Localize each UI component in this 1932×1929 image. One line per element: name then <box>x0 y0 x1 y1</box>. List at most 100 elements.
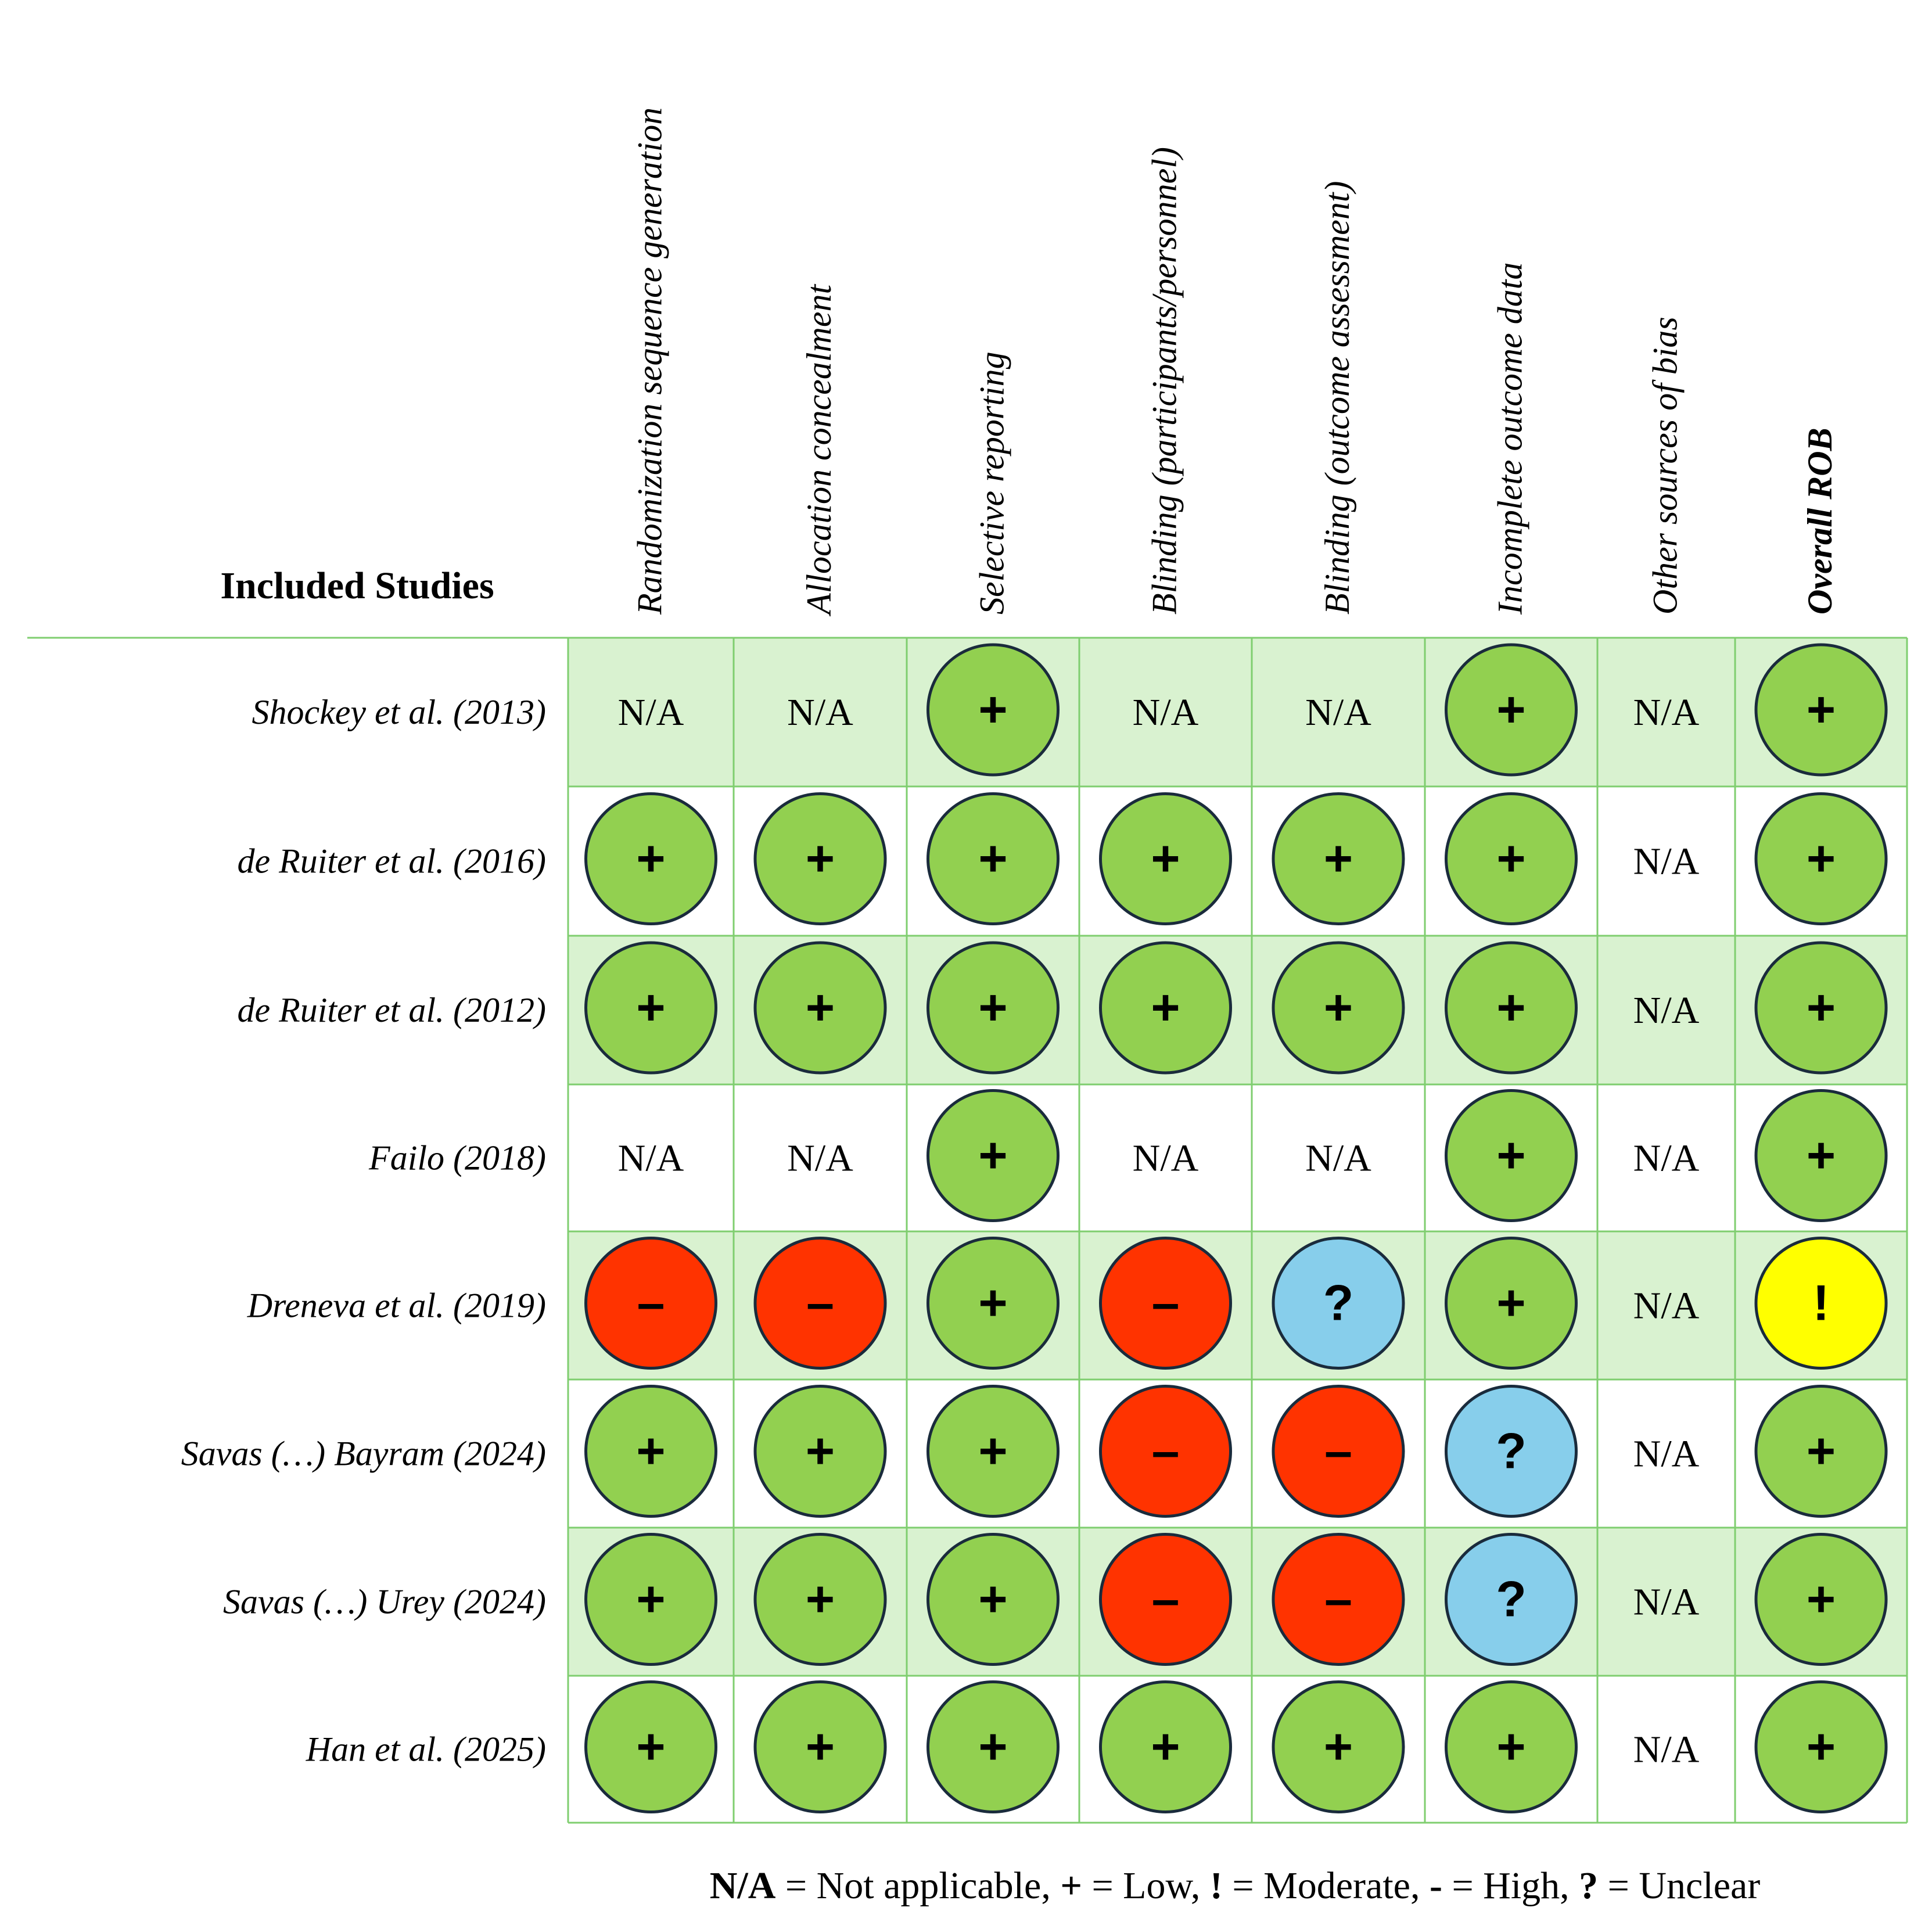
rating-symbol: + <box>1807 682 1836 738</box>
rating-symbol: + <box>978 1424 1007 1479</box>
legend-moderate-key: ! <box>1210 1865 1223 1907</box>
study-label: Shockey et al. (2013) <box>252 693 546 731</box>
rating-symbol: + <box>1496 1128 1525 1184</box>
low-risk-circle <box>927 643 1060 777</box>
na-rating: N/A <box>1633 1433 1700 1475</box>
low-risk-circle <box>927 792 1060 925</box>
rating-symbol: – <box>1152 1276 1180 1331</box>
legend: N/A = Not applicable, + = Low, ! = Moder… <box>710 1865 1761 1907</box>
rating-symbol: + <box>1324 1719 1353 1775</box>
rating-symbol: + <box>636 1572 665 1628</box>
low-risk-circle <box>1445 1680 1578 1813</box>
rating-symbol: + <box>1151 980 1180 1036</box>
na-rating: N/A <box>1133 1137 1199 1180</box>
study-labels: Shockey et al. (2013) de Ruiter et al. (2… <box>181 693 546 1769</box>
low-risk-circle <box>753 1680 887 1813</box>
rating-symbol: + <box>1496 980 1525 1036</box>
rating-symbol: + <box>636 1424 665 1479</box>
legend-high-text: = High, <box>1442 1865 1579 1907</box>
low-risk-circle <box>753 792 887 925</box>
study-label: de Ruiter et al. (2016) <box>237 842 546 881</box>
domain-header: Blinding (outcome assessment) <box>1318 181 1356 615</box>
rating-symbol: – <box>1324 1424 1352 1479</box>
rating-symbol: ! <box>1813 1276 1830 1331</box>
rating-symbol: – <box>1324 1572 1352 1628</box>
study-label: Han et al. (2025) <box>306 1730 546 1769</box>
na-rating: N/A <box>1633 1137 1700 1180</box>
study-label: Savas (…) Urey (2024) <box>223 1583 546 1621</box>
na-rating: N/A <box>1633 691 1700 734</box>
low-risk-circle <box>1272 792 1405 925</box>
row-bands <box>568 638 1907 1676</box>
legend-unclear-text: = Unclear <box>1598 1865 1760 1907</box>
rating-symbol: ? <box>1496 1572 1527 1628</box>
na-rating: N/A <box>1633 1581 1700 1623</box>
unclear-risk-circle <box>1445 1533 1578 1666</box>
rating-symbol: + <box>806 1424 835 1479</box>
low-risk-circle <box>584 792 717 925</box>
na-rating: N/A <box>1633 989 1700 1032</box>
high-risk-circle <box>1272 1385 1405 1518</box>
high-risk-circle <box>1099 1237 1232 1370</box>
rating-symbol: + <box>806 831 835 887</box>
domain-header: Overall ROB <box>1801 428 1839 615</box>
na-rating: N/A <box>1633 1285 1700 1327</box>
na-rating: N/A <box>618 691 684 734</box>
low-risk-circle <box>753 1533 887 1666</box>
low-risk-circle <box>927 1089 1060 1222</box>
low-risk-circle <box>927 1680 1060 1813</box>
low-risk-circle <box>1754 643 1888 777</box>
low-risk-circle <box>1099 941 1232 1075</box>
rating-symbol: + <box>806 980 835 1036</box>
unclear-risk-circle <box>1445 1385 1578 1518</box>
rating-symbol: + <box>806 1719 835 1775</box>
domain-header: Allocation concealment <box>800 284 838 617</box>
study-label: Dreneva et al. (2019) <box>247 1287 546 1325</box>
na-rating: N/A <box>1133 691 1199 734</box>
rating-symbol: + <box>978 1719 1007 1775</box>
low-risk-circle <box>584 1385 717 1518</box>
rating-symbol: + <box>1324 980 1353 1036</box>
rating-symbol: + <box>806 1572 835 1628</box>
rating-symbol: + <box>1807 1572 1836 1628</box>
low-risk-circle <box>927 941 1060 1075</box>
low-risk-circle <box>1445 941 1578 1075</box>
column-headers: Randomization sequence generation Allocat… <box>631 107 1840 617</box>
na-rating: N/A <box>1633 840 1700 883</box>
low-risk-circle <box>584 1533 717 1666</box>
rating-symbol: + <box>1807 831 1836 887</box>
low-risk-circle <box>584 1680 717 1813</box>
high-risk-circle <box>1099 1385 1232 1518</box>
domain-header: Randomization sequence generation <box>631 107 669 615</box>
rating-symbol: + <box>1151 1719 1180 1775</box>
low-risk-circle <box>1754 1680 1888 1813</box>
rating-symbol: + <box>1807 1719 1836 1775</box>
rating-symbol: + <box>978 1276 1007 1331</box>
rating-symbol: + <box>636 1719 665 1775</box>
domain-header: Other sources of bias <box>1646 317 1685 615</box>
low-risk-circle <box>1272 1680 1405 1813</box>
rating-symbol: – <box>1152 1424 1180 1479</box>
na-rating: N/A <box>1305 1137 1371 1180</box>
included-studies-heading: Included Studies <box>220 565 494 607</box>
low-risk-circle <box>1445 643 1578 777</box>
legend-unclear-key: ? <box>1579 1865 1598 1907</box>
moderate-risk-circle <box>1754 1237 1888 1370</box>
na-rating: N/A <box>787 1137 853 1180</box>
rating-symbol: + <box>1324 831 1353 887</box>
low-risk-circle <box>1754 941 1888 1075</box>
rating-symbol: – <box>1152 1572 1180 1628</box>
high-risk-circle <box>584 1237 717 1370</box>
low-risk-circle <box>1099 1680 1232 1813</box>
rating-symbol: + <box>978 980 1007 1036</box>
low-risk-circle <box>1445 1237 1578 1370</box>
domain-header: Incomplete outcome data <box>1491 263 1529 615</box>
row-band <box>568 638 1907 786</box>
high-risk-circle <box>1272 1533 1405 1666</box>
low-risk-circle <box>753 1385 887 1518</box>
rating-symbol: + <box>636 980 665 1036</box>
rating-symbol: – <box>637 1276 665 1331</box>
legend-low-text: = Low, <box>1082 1865 1210 1907</box>
rating-symbol: ? <box>1323 1276 1354 1331</box>
